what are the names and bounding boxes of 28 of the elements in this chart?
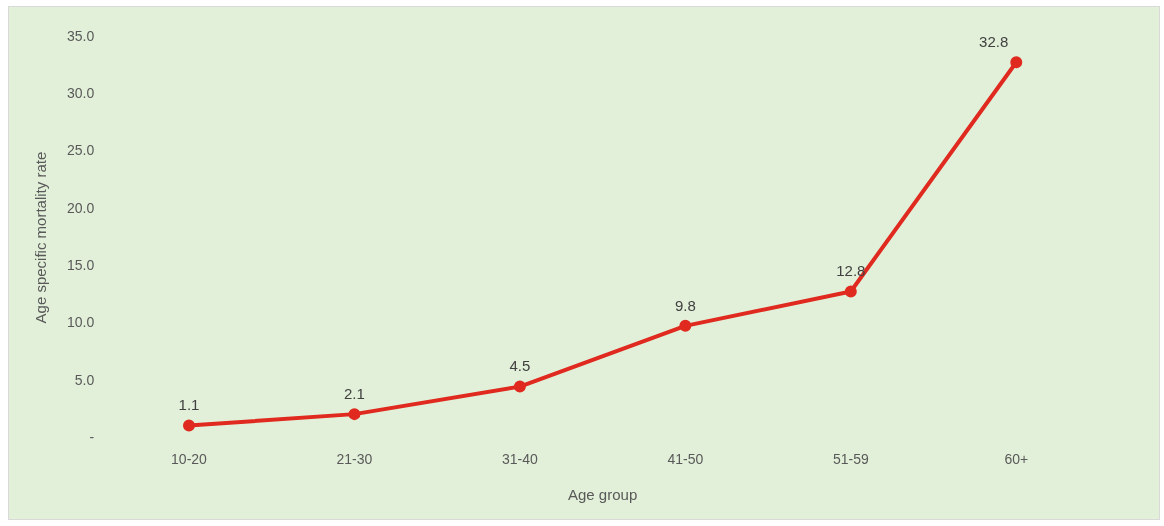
y-tick-label: 15.0 [67,257,95,274]
y-tick-label: 30.0 [67,85,95,102]
x-tick-label: 51-59 [832,451,869,468]
point [1010,56,1023,69]
data-label: 9.8 [674,296,696,314]
data-label: 4.5 [509,357,531,375]
y-tick-label: 25.0 [67,142,95,159]
x-tick-label: 41-50 [667,451,704,468]
point [679,319,692,332]
point [844,285,857,298]
y-tick-label: 5.0 [74,371,95,388]
point [513,380,526,393]
data-label: 12.8 [836,262,866,280]
data-label: 2.1 [344,384,365,402]
y-tick-label: - [89,429,95,446]
y-tick-label: 10.0 [67,314,95,331]
y-tick-label: 35.0 [67,27,95,44]
y-tick-label: 20.0 [67,199,95,216]
x-tick-label: 60+ [1004,451,1029,468]
x-tick-label: 21-30 [336,451,373,468]
x-axis-title: Age group [568,486,638,504]
x-tick-label: 31-40 [501,451,539,468]
data-label: 32.8 [979,32,1009,50]
x-tick-label: 10-20 [171,451,208,468]
point [182,419,195,432]
data-label: 1.1 [178,396,200,414]
y-axis-title: Age specific mortality rate [32,151,50,324]
point [348,408,361,421]
